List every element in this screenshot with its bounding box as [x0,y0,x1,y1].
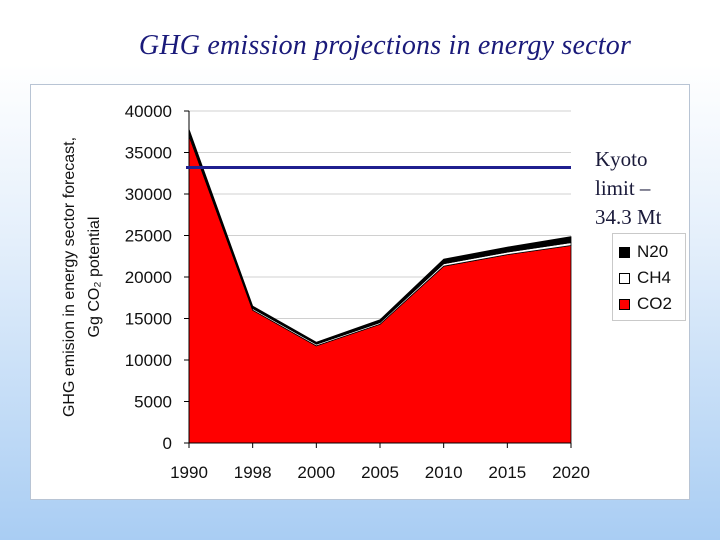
legend-label-ch4: CH4 [637,268,672,287]
slide-title: GHG emission projections in energy secto… [138,30,632,61]
y-tick-label-0: 0 [163,434,172,453]
annotation-line-2: limit – [595,176,651,200]
y-tick-label-5000: 5000 [134,393,172,412]
legend-swatch-ch4 [619,272,630,284]
y-tick-label-25000: 25000 [125,227,172,246]
legend-label-n20: N20 [637,242,669,261]
kyoto-limit-annotation: Kyoto limit – 34.3 Mt [595,145,705,232]
y-axis-label-line-2: Gg CO₂ potential [86,217,103,338]
annotation-line-1: Kyoto [595,147,648,171]
y-axis-label-line-1: GHG emision in energy sector forecast, [61,137,78,417]
y-tick-label-15000: 15000 [125,310,172,329]
legend-swatch-n20 [619,246,630,258]
legend-label-co2: CO2 [637,294,672,313]
x-tick-label-2000: 2000 [297,463,335,482]
y-tick-label-40000: 40000 [125,102,172,121]
x-tick-label-1998: 1998 [234,463,272,482]
area-n20 [188,128,572,345]
x-tick-label-1990: 1990 [170,463,208,482]
legend-item-n20: N20 [619,239,685,265]
chart-legend: N20 CH4 CO2 [612,233,686,321]
y-tick-label-30000: 30000 [125,185,172,204]
legend-swatch-co2 [619,298,630,310]
x-tick-label-2015: 2015 [488,463,526,482]
y-tick-label-20000: 20000 [125,268,172,287]
legend-item-ch4: CH4 [619,265,685,291]
x-tick-label-2020: 2020 [552,463,590,482]
annotation-line-3: 34.3 Mt [595,205,662,229]
y-tick-label-35000: 35000 [125,144,172,163]
x-tick-label-2005: 2005 [361,463,399,482]
x-tick-label-2010: 2010 [425,463,463,482]
y-tick-label-10000: 10000 [125,351,172,370]
legend-item-co2: CO2 [619,291,685,317]
